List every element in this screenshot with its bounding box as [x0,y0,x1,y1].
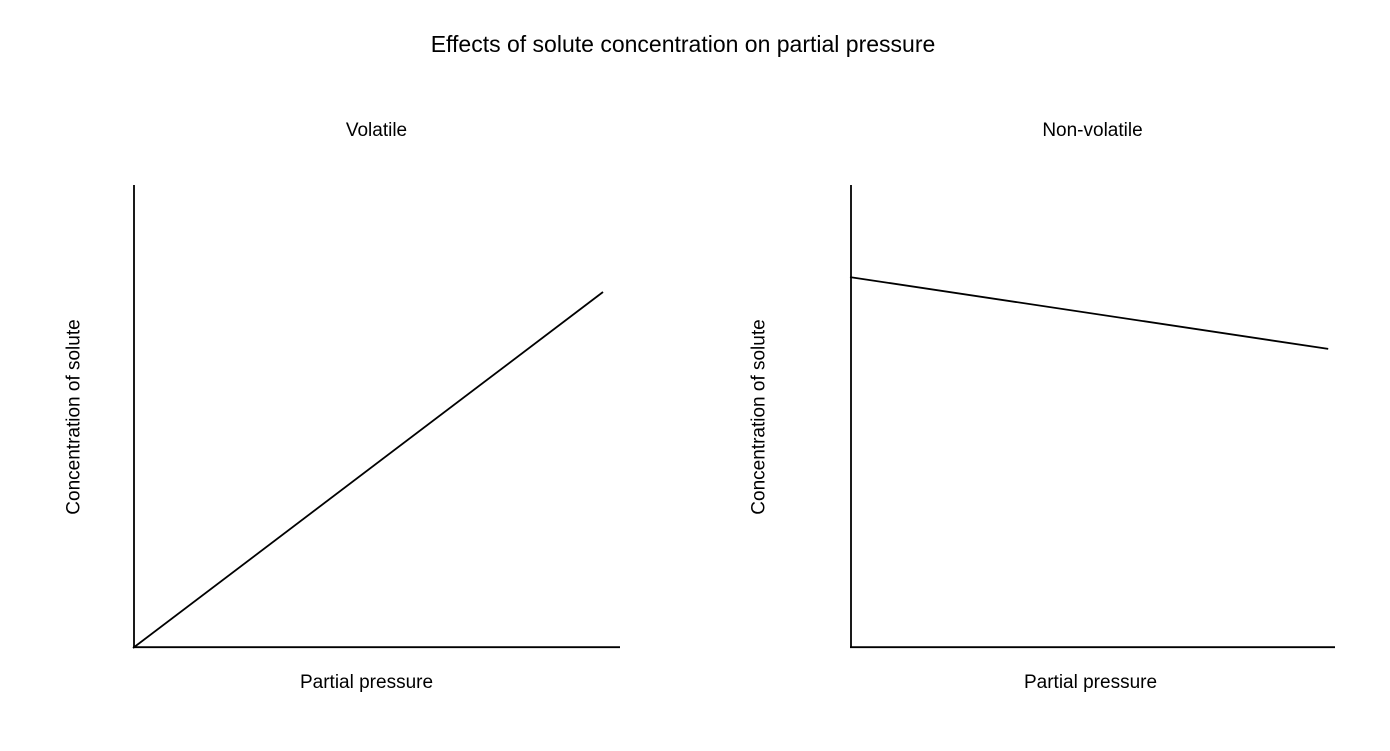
data-line-non-volatile-solute [849,276,1329,350]
plot-area-non-volatile [849,185,1335,649]
y-axis-label-non-volatile: Concentration of solute [740,185,780,648]
x-axis-label-non-volatile: Partial pressure [1023,672,1158,693]
chart-title-non-volatile: Non-volatile [1042,120,1143,141]
y-axis-label-text: Concentration of solute [749,318,770,515]
figure-title: Effects of solute concentration on parti… [430,31,936,57]
x-axis-label-volatile: Partial pressure [299,672,434,693]
plot-area-volatile [132,185,620,649]
y-axis-label-volatile: Concentration of solute [55,185,95,648]
y-axis-label-text: Concentration of solute [64,318,85,515]
chart-title-volatile: Volatile [345,120,408,141]
data-line-volatile-solute [132,291,604,649]
